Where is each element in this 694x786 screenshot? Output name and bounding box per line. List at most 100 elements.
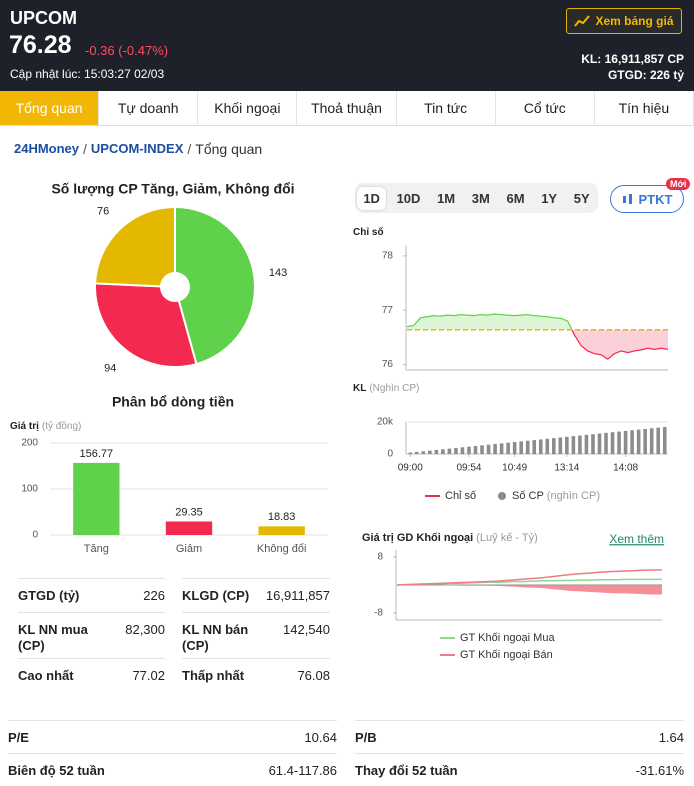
stats-value: 76.08 <box>297 668 330 683</box>
breadcrumb-item: Tổng quan <box>195 141 263 157</box>
pie-label: 94 <box>104 362 116 374</box>
chart-title: Số lượng CP Tăng, Giảm, Không đổi <box>51 181 294 197</box>
breadcrumb-separator: / <box>83 141 87 157</box>
x-tick-label: 09:00 <box>398 463 423 474</box>
y-axis-unit: (tỷ đồng) <box>42 420 81 432</box>
x-tick-label: Giảm <box>176 543 202 555</box>
period-button[interactable]: 5Y <box>573 190 590 206</box>
tab[interactable]: Tổng quan <box>0 91 100 125</box>
bar <box>558 437 563 454</box>
bar-value-label: 18.83 <box>268 511 296 523</box>
bar <box>467 446 471 454</box>
stats-value: 142,540 <box>283 622 330 637</box>
bar <box>493 444 497 454</box>
bar <box>552 438 556 454</box>
period-button[interactable]: 3M <box>471 190 490 206</box>
bar <box>428 450 432 454</box>
stats-row: KL NN bán (CP) 142,540 <box>182 612 330 659</box>
stats-row: Cao nhất 77.02 <box>18 658 165 693</box>
tab[interactable]: Tự doanh <box>99 91 199 125</box>
period-button[interactable]: 6M <box>506 190 525 206</box>
tab[interactable]: Cổ tức <box>495 91 595 125</box>
y-axis-title: Chỉ số <box>353 226 384 238</box>
y-tick-label: 76 <box>382 359 394 370</box>
series-area <box>407 329 668 360</box>
period-button[interactable]: 1D <box>357 186 386 210</box>
bar <box>512 442 517 454</box>
stats-value: 77.02 <box>132 668 165 683</box>
tab[interactable]: Tin tức <box>396 91 496 125</box>
breadcrumb-item[interactable]: UPCOM-INDEX <box>90 141 184 156</box>
pie-slice <box>94 282 198 368</box>
ratio-value: 1.64 <box>658 730 684 745</box>
bar <box>454 447 458 454</box>
bar <box>565 436 569 454</box>
y-axis-title: KL <box>353 383 366 394</box>
series-area <box>407 314 572 330</box>
stats-label: KL NN mua (CP) <box>18 622 88 653</box>
bar <box>604 432 608 454</box>
series-group <box>407 329 668 360</box>
candle-icon <box>622 194 632 204</box>
bar <box>545 438 550 454</box>
bar <box>441 449 445 454</box>
legend-name: GT Khối ngoại Bán <box>460 649 553 661</box>
y-tick-label: 100 <box>21 484 38 495</box>
tab[interactable]: Thoả thuận <box>297 91 397 125</box>
x-tick-label: Tăng <box>84 543 109 555</box>
stats-row: KL NN mua (CP) 82,300 <box>18 612 165 659</box>
see-more-link[interactable]: Xem thêm <box>609 532 664 546</box>
bar <box>486 444 491 454</box>
legend-entry: GT Khối ngoại Mua <box>460 632 555 644</box>
legend-entry: Chỉ số <box>445 490 476 502</box>
x-tick-label: Không đổi <box>257 543 307 555</box>
y-axis-label: Chỉ số <box>353 226 384 238</box>
stats-label: KL NN bán (CP) <box>182 622 249 653</box>
period-button[interactable]: 1Y <box>541 190 558 206</box>
series-line <box>407 313 573 330</box>
bar <box>610 432 615 454</box>
bar-value-label: 29.35 <box>175 506 203 518</box>
new-badge: Mới <box>666 178 691 190</box>
ratio-label: Biên độ 52 tuần <box>8 763 105 778</box>
bar <box>584 434 589 454</box>
series-line <box>571 329 668 360</box>
y-tick-label: 20k <box>377 417 394 428</box>
bar <box>617 431 621 454</box>
button-label: Xem bảng giá <box>595 14 674 28</box>
y-axis-label: Giá trị (tỷ đồng) <box>10 420 81 432</box>
chart-subtitle: (Luỹ kế - Tỷ) <box>476 532 538 544</box>
y-axis-label: KL (Nghìn CP) <box>353 383 419 394</box>
stats-label: KLGD (CP) <box>182 588 250 603</box>
stats-row: GTGD (tỷ) 226 <box>18 578 165 613</box>
bar <box>630 430 634 454</box>
y-tick-label: -8 <box>374 608 383 619</box>
ptkt-button[interactable]: PTKT <box>610 185 684 213</box>
period-selector: 1D 10D 1M 3M 6M 1Y 5Y <box>355 183 598 213</box>
index-name: UPCOM <box>10 8 77 28</box>
period-button[interactable]: 10D <box>396 190 421 206</box>
ratio-row: Biên độ 52 tuần 61.4-117.86 <box>8 753 337 786</box>
y-axis-unit: (Nghìn CP) <box>369 383 419 394</box>
pie-hole <box>160 272 190 302</box>
tab[interactable]: Tín hiệu <box>594 91 694 125</box>
y-axis-title: Giá trị <box>10 421 39 432</box>
ratio-value: -31.61% <box>635 763 684 778</box>
bar <box>73 462 120 535</box>
bar <box>578 435 582 454</box>
period-button[interactable]: 1M <box>437 190 456 206</box>
bar <box>571 436 576 454</box>
tab[interactable]: Khối ngoại <box>198 91 298 125</box>
y-tick-label: 78 <box>382 251 394 262</box>
legend-name: Chỉ số <box>445 490 476 502</box>
y-tick-label: 8 <box>377 552 383 563</box>
bar <box>519 441 523 454</box>
ratio-label: Thay đổi 52 tuần <box>355 763 458 778</box>
stats-row: Thấp nhất 76.08 <box>182 658 330 693</box>
series-line <box>396 569 662 586</box>
x-tick-label: 13:14 <box>554 463 579 474</box>
stats-value: 226 <box>143 588 165 603</box>
price-board-button[interactable]: Xem bảng giá <box>566 8 682 34</box>
breadcrumb-item[interactable]: 24HMoney <box>14 141 80 156</box>
